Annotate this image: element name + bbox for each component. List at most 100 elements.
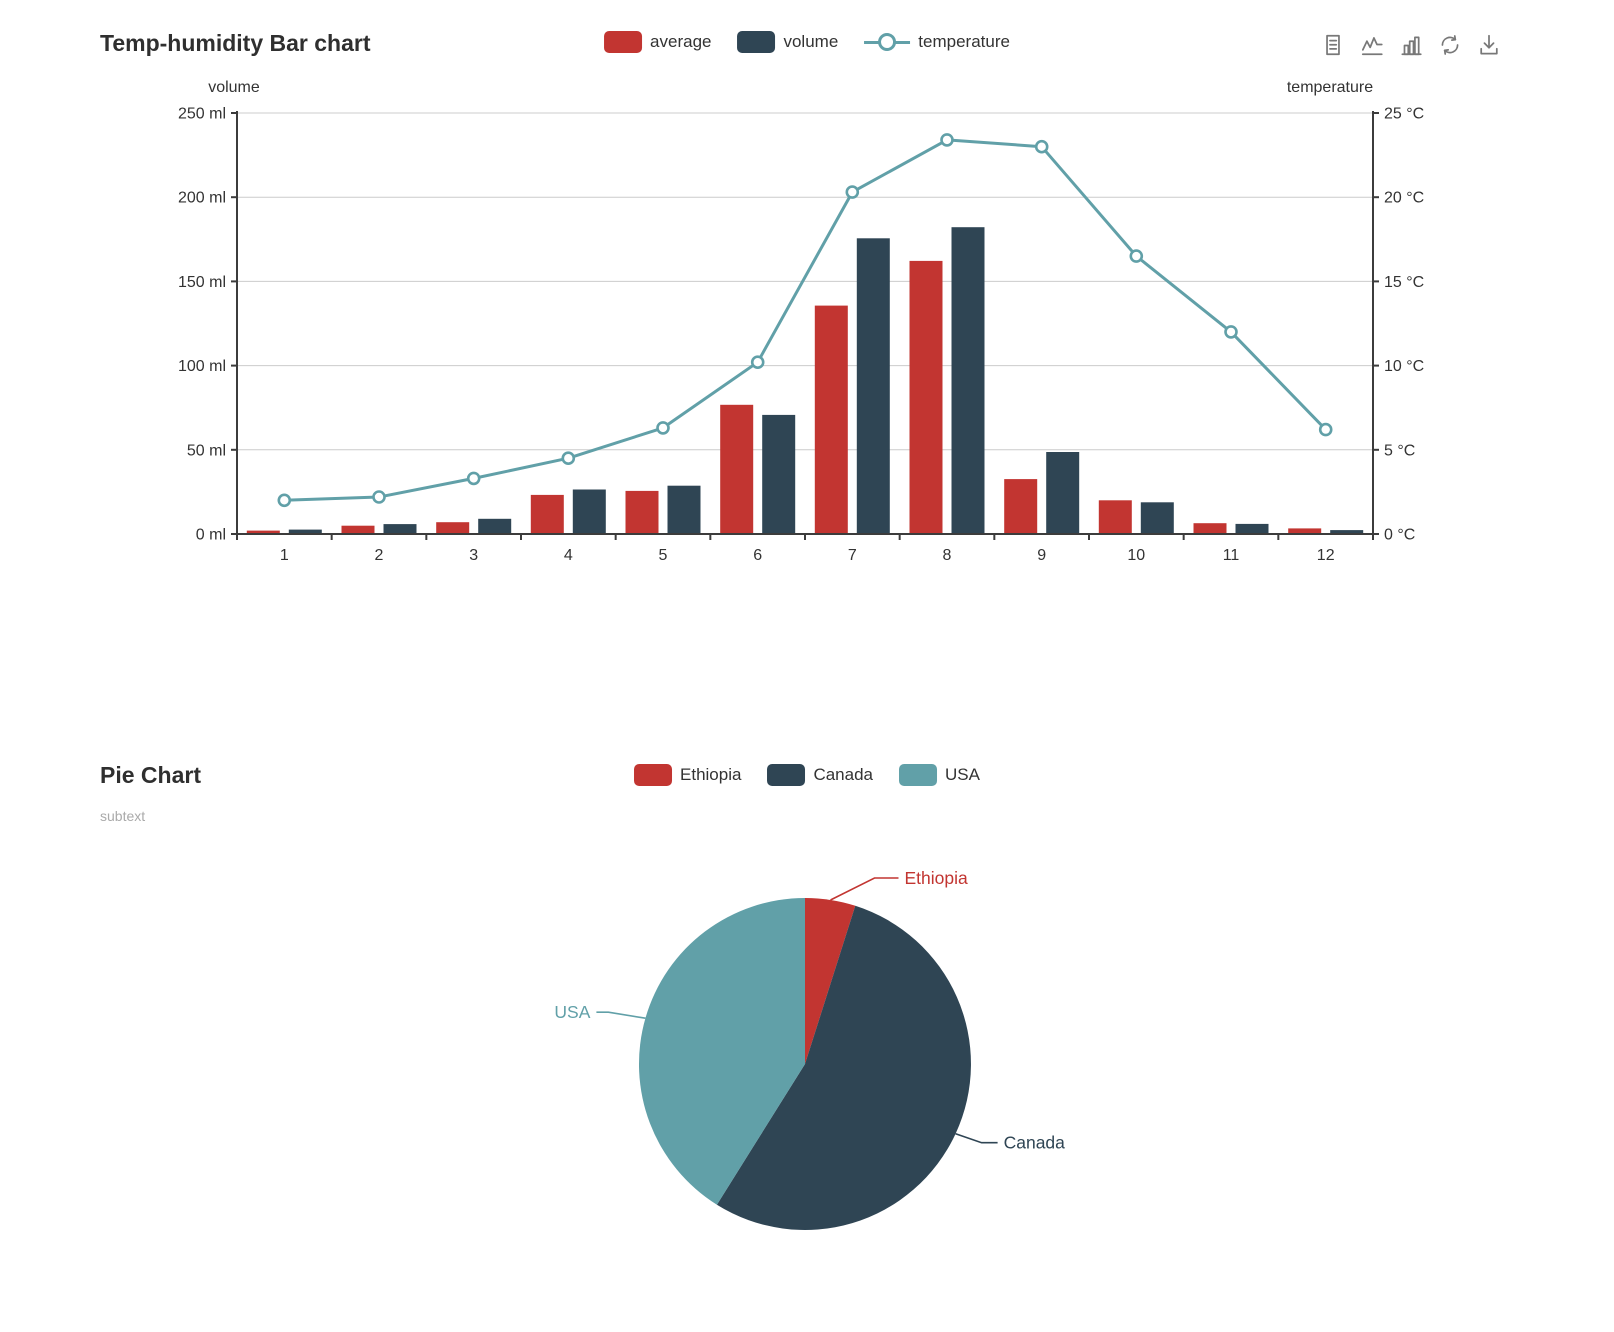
pie-slice-ethiopia[interactable] <box>805 898 856 1064</box>
y-axis-left-name: volume <box>208 79 260 96</box>
temperature-point-6[interactable] <box>750 355 765 370</box>
temperature-point-2[interactable] <box>372 490 386 504</box>
series-volume <box>288 227 1364 535</box>
y-axis-left-label: 250 ml <box>178 106 226 123</box>
temperature-point-1[interactable] <box>277 493 292 508</box>
temperature-line[interactable] <box>284 138 1327 502</box>
x-axis-label-12: 12 <box>1317 547 1335 564</box>
x-axis-label-1: 1 <box>280 547 289 564</box>
legend-item-volume[interactable]: volume <box>737 31 838 53</box>
x-axis-label-11: 11 <box>1223 547 1240 564</box>
bar-volume-3[interactable] <box>478 518 512 534</box>
temperature-point-4[interactable] <box>561 451 576 466</box>
legend-swatch-icon <box>767 764 806 786</box>
legend-item-usa[interactable]: USA <box>899 764 980 786</box>
x-axis-label-9: 9 <box>1037 547 1046 564</box>
bar-volume-11[interactable] <box>1235 523 1269 534</box>
series-average <box>246 260 1322 534</box>
bar-volume-8[interactable] <box>951 227 985 534</box>
bar-average-8[interactable] <box>909 260 943 534</box>
y-axis-left-label: 200 ml <box>178 190 226 207</box>
bar-average-4[interactable] <box>530 494 564 534</box>
bar-volume-5[interactable] <box>667 485 701 534</box>
legend-label: volume <box>783 32 839 51</box>
temperature-point-11[interactable] <box>1224 325 1238 339</box>
pie-slice-usa[interactable] <box>638 898 805 1205</box>
pie-label-line-canada <box>955 1132 998 1144</box>
pie-label-ethiopia: Ethiopia <box>905 868 969 888</box>
legend-item-average[interactable]: average <box>604 31 711 53</box>
bar-average-9[interactable] <box>1004 479 1038 534</box>
bar-volume-10[interactable] <box>1140 502 1174 534</box>
temperature-point-5[interactable] <box>656 421 670 435</box>
legend-label: USA <box>945 765 980 784</box>
x-axis-label-3: 3 <box>469 547 478 564</box>
data-view-icon[interactable] <box>1320 32 1346 58</box>
temperature-point-7[interactable] <box>845 185 860 199</box>
x-axis-label-8: 8 <box>943 547 952 564</box>
bar-average-2[interactable] <box>341 525 375 534</box>
bar-chart-legend: average volume temperature <box>604 31 1010 53</box>
temperature-point-3[interactable] <box>466 471 481 486</box>
series-temperature <box>277 133 1333 508</box>
bar-average-1[interactable] <box>246 530 280 534</box>
y-axis-left-label: 0 ml <box>196 527 226 544</box>
bar-average-6[interactable] <box>720 404 754 534</box>
magictype-line-icon[interactable] <box>1359 32 1385 58</box>
y-axis-right-label: 10 °C <box>1384 358 1424 375</box>
y-axis-right-label: 0 °C <box>1384 527 1415 544</box>
pie-slice-canada[interactable] <box>716 905 971 1230</box>
bar-average-7[interactable] <box>814 305 848 534</box>
bar-average-5[interactable] <box>625 490 659 534</box>
legend-swatch-icon <box>604 31 643 53</box>
pie-chart-title: Pie Chart <box>100 762 201 788</box>
temperature-point-12[interactable] <box>1318 422 1333 437</box>
bar-average-10[interactable] <box>1098 500 1132 534</box>
y-axis-right-name: temperature <box>1287 79 1373 96</box>
legend-item-canada[interactable]: Canada <box>767 764 873 786</box>
temperature-point-8[interactable] <box>940 133 954 147</box>
pie-label-line-usa <box>596 1011 646 1019</box>
y-axis-left-label: 50 ml <box>187 442 226 459</box>
pie-chart-legend: Ethiopia Canada USA <box>634 764 980 786</box>
legend-swatch-icon <box>634 764 673 786</box>
x-axis-label-6: 6 <box>753 547 762 564</box>
temperature-point-10[interactable] <box>1129 249 1144 263</box>
legend-label: temperature <box>918 32 1010 51</box>
legend-swatch-icon <box>737 31 776 53</box>
y-axis-left-label: 100 ml <box>178 358 226 375</box>
x-axis-label-5: 5 <box>659 547 668 564</box>
legend-swatch-icon <box>899 764 938 786</box>
legend-label: Ethiopia <box>680 765 742 784</box>
legend-label: average <box>650 32 712 51</box>
save-image-icon[interactable] <box>1476 32 1502 58</box>
legend-item-temperature[interactable]: temperature <box>864 31 1010 53</box>
x-axis-label-2: 2 <box>375 547 384 564</box>
bar-volume-7[interactable] <box>856 238 890 535</box>
magictype-bar-icon[interactable] <box>1398 32 1424 58</box>
bar-volume-1[interactable] <box>288 529 322 534</box>
bar-volume-9[interactable] <box>1046 452 1080 534</box>
x-axis-label-10: 10 <box>1127 547 1145 564</box>
bar-average-12[interactable] <box>1288 528 1322 534</box>
grid-lines <box>237 112 1373 451</box>
x-axis-label-7: 7 <box>848 547 857 564</box>
axes: 0 ml 50 ml 100 ml 150 ml 200 ml 250 ml 0 °C 5 °… <box>178 79 1424 564</box>
bar-average-11[interactable] <box>1193 523 1227 534</box>
bar-average-3[interactable] <box>436 522 470 534</box>
pie-label-usa: USA <box>554 1002 590 1022</box>
bar-volume-2[interactable] <box>383 524 417 534</box>
bar-volume-6[interactable] <box>762 414 796 534</box>
temperature-point-9[interactable] <box>1034 139 1049 154</box>
legend-line-marker-icon <box>864 31 911 53</box>
legend-label: Canada <box>813 765 874 784</box>
legend-item-ethiopia[interactable]: Ethiopia <box>634 764 741 786</box>
y-axis-right-label: 15 °C <box>1384 274 1424 291</box>
bar-volume-4[interactable] <box>572 489 606 535</box>
pie-chart-subtext: subtext <box>100 808 146 824</box>
pie-label-canada: Canada <box>1004 1133 1066 1153</box>
bar-volume-12[interactable] <box>1330 530 1364 534</box>
pie-chart-canvas: Ethiopia Canada USA <box>554 868 1066 1230</box>
restore-icon[interactable] <box>1437 32 1463 58</box>
